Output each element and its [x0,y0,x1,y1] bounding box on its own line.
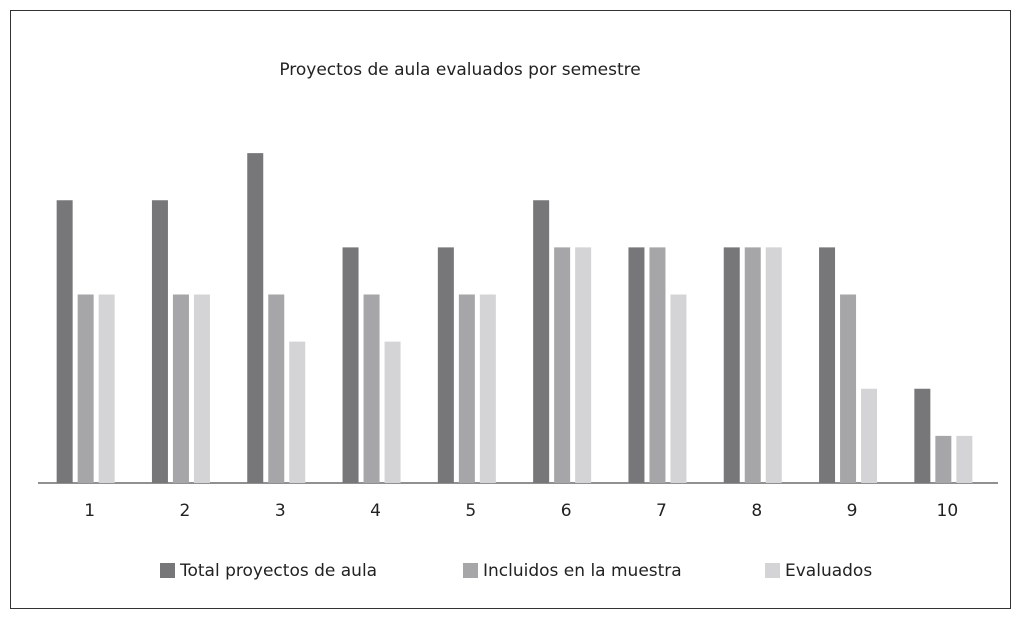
bar [437,247,454,483]
bar [479,294,496,483]
bar [744,247,761,483]
x-tick-label: 10 [937,501,959,521]
x-tick-label: 8 [751,501,762,521]
chart-title: Proyectos de aula evaluados por semestre [279,60,640,80]
bar [649,247,666,483]
bar [575,247,592,483]
bar [289,341,306,483]
bar [172,294,189,483]
bar [670,294,687,483]
bar [342,247,359,483]
bar [628,247,645,483]
legend-swatch [160,563,175,578]
x-tick-label: 5 [465,501,476,521]
bar [193,294,210,483]
bar [765,247,782,483]
x-tick-label: 6 [561,501,572,521]
bar [554,247,571,483]
legend-label: Total proyectos de aula [179,561,377,581]
legend-swatch [765,563,780,578]
bar [914,388,931,483]
x-tick-label: 4 [370,501,381,521]
bar [151,200,168,483]
x-tick-label: 2 [180,501,191,521]
legend-label: Evaluados [785,561,872,581]
x-tick-label: 7 [656,501,667,521]
bar [819,247,836,483]
bar [861,388,878,483]
bar [723,247,740,483]
bar [533,200,550,483]
bar [98,294,115,483]
bar [384,341,401,483]
bar [247,153,264,483]
bar [268,294,285,483]
bar [458,294,475,483]
legend-label: Incluidos en la muestra [483,561,682,581]
bar [77,294,94,483]
x-tick-label: 9 [847,501,858,521]
bar [935,435,952,483]
legend-swatch [463,563,478,578]
bar [956,435,973,483]
bar [840,294,857,483]
x-tick-label: 3 [275,501,286,521]
bar [363,294,380,483]
bar [56,200,73,483]
x-tick-label: 1 [84,501,95,521]
